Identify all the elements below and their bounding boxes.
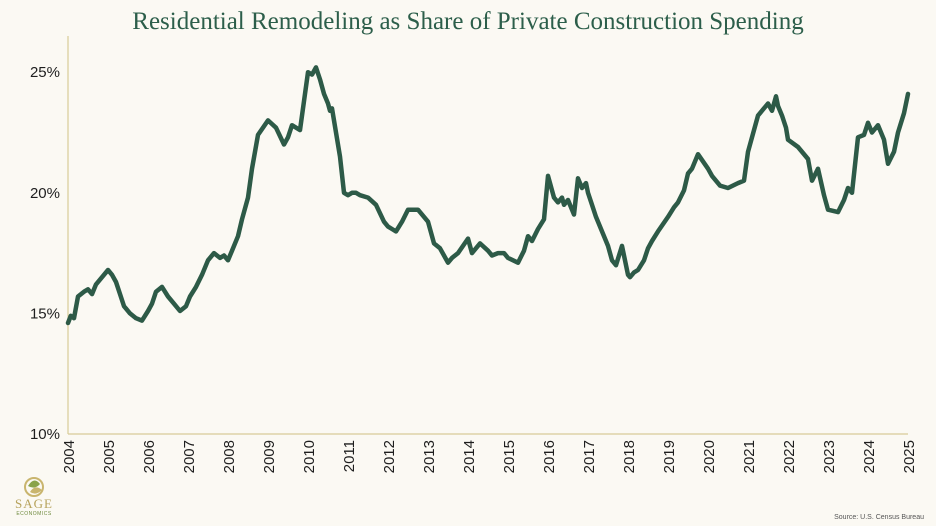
logo-subtext: ECONOMICS bbox=[16, 511, 52, 517]
x-tick-label: 2009 bbox=[261, 440, 278, 473]
x-tick-label: 2022 bbox=[781, 440, 798, 473]
x-axis-ticks: 2004 2005 2006 2007 2008 2009 2010 2011 2012 2013… bbox=[61, 440, 918, 473]
y-tick-label: 10% bbox=[30, 426, 60, 443]
x-tick-label: 2018 bbox=[621, 440, 638, 473]
x-tick-label: 2013 bbox=[421, 440, 438, 473]
x-tick-label: 2023 bbox=[821, 440, 838, 473]
x-tick-label: 2005 bbox=[101, 440, 118, 473]
x-tick-label: 2004 bbox=[61, 440, 78, 473]
x-tick-label: 2010 bbox=[301, 440, 318, 473]
y-tick-label: 25% bbox=[30, 64, 60, 81]
x-tick-label: 2015 bbox=[501, 440, 518, 473]
source-note: Source: U.S. Census Bureau bbox=[834, 514, 924, 521]
x-tick-label: 2006 bbox=[141, 440, 158, 473]
logo-text: SAGE bbox=[15, 496, 53, 511]
x-tick-label: 2014 bbox=[461, 440, 478, 473]
x-tick-label: 2011 bbox=[341, 440, 358, 472]
sage-economics-logo: SAGE ECONOMICS bbox=[8, 474, 60, 524]
x-tick-label: 2017 bbox=[581, 440, 598, 473]
x-tick-label: 2021 bbox=[741, 440, 758, 473]
x-tick-label: 2019 bbox=[661, 440, 678, 473]
y-tick-label: 15% bbox=[30, 305, 60, 322]
leaf-icon bbox=[24, 477, 44, 497]
x-tick-label: 2007 bbox=[181, 440, 198, 473]
x-tick-label: 2025 bbox=[901, 440, 918, 473]
x-tick-label: 2020 bbox=[701, 440, 718, 473]
x-tick-label: 2016 bbox=[541, 440, 558, 473]
x-tick-label: 2012 bbox=[381, 440, 398, 473]
chart-axes bbox=[67, 36, 908, 435]
chart-series bbox=[65, 65, 911, 326]
x-tick-label: 2024 bbox=[861, 440, 878, 473]
y-tick-label: 20% bbox=[30, 185, 60, 202]
x-tick-label: 2008 bbox=[221, 440, 238, 473]
y-axis-ticks: 10% 15% 20% 25% bbox=[30, 64, 60, 443]
series-line bbox=[65, 65, 911, 326]
chart-title: Residential Remodeling as Share of Priva… bbox=[132, 8, 804, 35]
